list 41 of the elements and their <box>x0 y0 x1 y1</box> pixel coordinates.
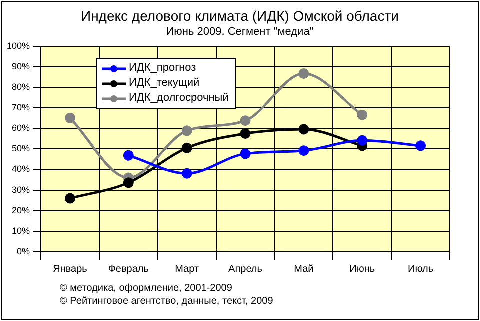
y-tick-label: 40% <box>12 164 30 174</box>
point <box>182 142 192 154</box>
y-tick-label: 20% <box>12 205 30 216</box>
x-tick-label: Май <box>294 264 314 275</box>
x-tick-label: Июнь <box>350 264 376 275</box>
y-tick-label: 0% <box>17 246 30 256</box>
text: © Рейтинговое агентство, данные, текст, 2009 <box>60 295 274 308</box>
y-tick-label: 80% <box>12 82 30 92</box>
point <box>357 135 368 146</box>
point <box>182 168 192 179</box>
chart-title: Индекс делового климата (ИДК) Омской области <box>80 8 400 24</box>
point <box>123 178 134 188</box>
y-tick-label: 70% <box>12 102 30 113</box>
y-tick-label: 50% <box>12 144 30 154</box>
point <box>357 110 368 120</box>
point <box>416 140 426 152</box>
point <box>240 116 251 126</box>
y-tick-label: 100% <box>6 40 30 51</box>
x-tick-label: Июль <box>408 264 434 275</box>
point <box>298 68 310 79</box>
x-tick-label: Март <box>175 264 200 275</box>
legend-label: ИДК_текущий <box>129 76 200 92</box>
text: © методика, оформление, 2001-2009 <box>60 282 234 295</box>
point <box>64 193 76 204</box>
y-tick-label: 30% <box>12 184 30 195</box>
x-tick-label: Январь <box>53 264 88 275</box>
y-tick-label: 60% <box>12 123 30 134</box>
legend-label: ИДК_долгосрочный <box>129 91 229 106</box>
point <box>298 146 310 156</box>
point <box>298 124 310 135</box>
point <box>240 128 251 140</box>
y-tick-label: 90% <box>12 61 30 72</box>
point <box>123 150 134 161</box>
x-tick-label: Апрель <box>228 264 262 275</box>
chart-subtitle: Июнь 2009. Сегмент "медиа" <box>165 26 315 38</box>
y-tick-label: 10% <box>12 226 30 236</box>
x-tick-label: Февраль <box>108 264 149 275</box>
point <box>182 126 192 136</box>
point <box>64 112 76 124</box>
point <box>240 148 251 160</box>
legend-label: ИДК_прогноз <box>129 61 196 76</box>
